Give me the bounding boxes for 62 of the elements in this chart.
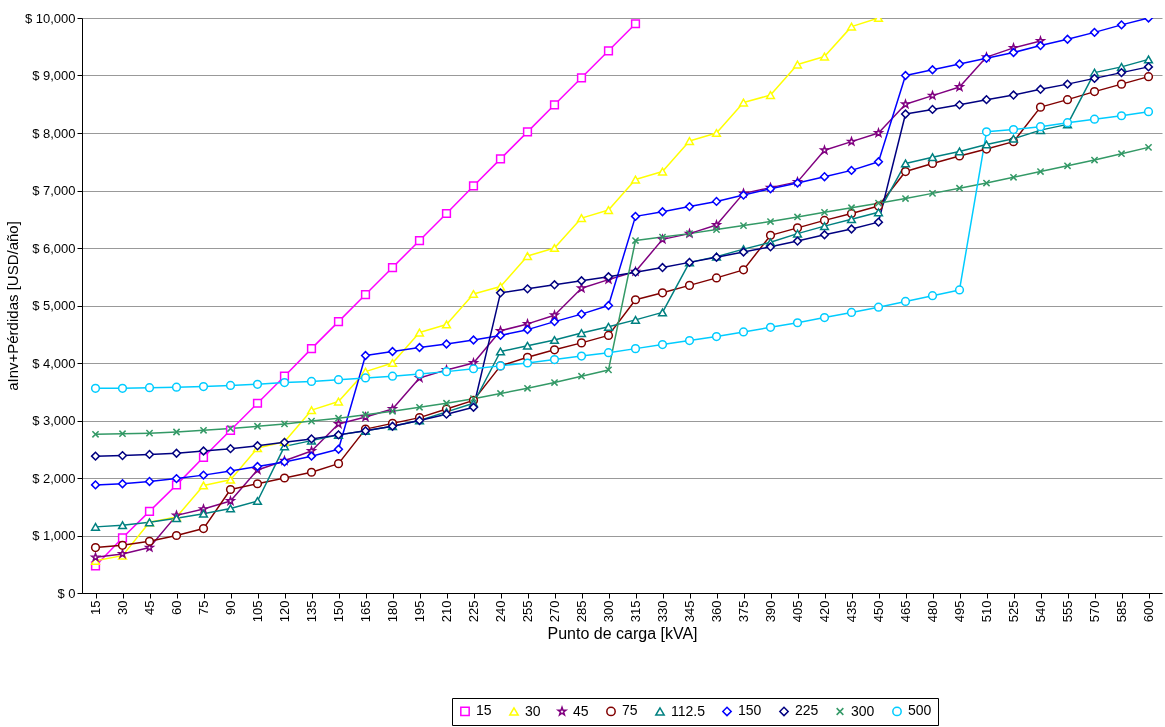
x-tick-label: 60 <box>169 600 184 615</box>
x-tick-label: 240 <box>493 600 508 623</box>
x-tick-label: 510 <box>979 600 994 623</box>
x-tick-label: 480 <box>925 600 940 623</box>
legend-label: 500 <box>908 702 932 719</box>
x-tick-label: 135 <box>304 600 319 623</box>
legend-label: 30 <box>525 702 541 719</box>
x-tick-label: 435 <box>844 600 859 623</box>
x-tick-label: 315 <box>628 600 643 623</box>
x-tick-label: 165 <box>358 600 373 623</box>
x-tick-label: 570 <box>1087 600 1102 623</box>
x-tick-label: 105 <box>250 600 265 623</box>
legend-label: 225 <box>795 702 819 719</box>
x-tick-label: 195 <box>412 600 427 623</box>
x-tick-label: 375 <box>736 600 751 623</box>
x-tick-label: 300 <box>601 600 616 623</box>
y-tick-label: $ 0 <box>57 585 76 601</box>
y-tick-label: $ 2,000 <box>32 470 76 486</box>
x-tick-label: 45 <box>142 600 157 615</box>
y-tick-label: $ 1,000 <box>32 528 76 543</box>
y-axis-title: aInv+Pérdidas [USD/año] <box>3 221 21 391</box>
y-tick-label: $ 10,000 <box>24 10 76 26</box>
x-tick-label: 210 <box>439 600 454 623</box>
x-tick-label: 180 <box>385 600 400 623</box>
x-tick-label: 465 <box>898 600 913 623</box>
x-tick-label: 390 <box>763 600 778 623</box>
x-tick-label: 330 <box>655 600 670 623</box>
x-tick-label: 360 <box>709 600 724 623</box>
x-tick-label: 405 <box>790 600 805 623</box>
y-tick-label: $ 6,000 <box>32 240 76 256</box>
x-tick-label: 150 <box>331 600 346 623</box>
x-tick-label: 90 <box>223 600 238 615</box>
x-tick-label: 255 <box>520 600 535 623</box>
x-tick-label: 225 <box>466 600 481 623</box>
y-tick-label: $ 5,000 <box>32 298 76 313</box>
y-tick-label: $ 8,000 <box>32 125 76 141</box>
x-tick-label: 495 <box>952 600 967 623</box>
x-tick-label: 75 <box>196 600 211 615</box>
x-tick-label: 15 <box>88 600 103 615</box>
x-tick-label: 345 <box>682 600 697 623</box>
legend-label: 75 <box>622 702 638 719</box>
y-tick-label: $ 7,000 <box>32 183 76 198</box>
x-tick-label: 270 <box>547 600 562 623</box>
legend-label: 15 <box>476 702 492 719</box>
legend-label: 45 <box>573 702 589 719</box>
y-tick-label: $ 4,000 <box>32 355 76 371</box>
x-tick-label: 525 <box>1006 600 1021 623</box>
x-tick-label: 540 <box>1033 600 1048 623</box>
x-tick-label: 420 <box>817 600 832 623</box>
y-tick-label: $ 3,000 <box>32 413 76 428</box>
y-tick-label: $ 9,000 <box>32 68 76 83</box>
x-tick-label: 285 <box>574 600 589 623</box>
x-tick-label: 585 <box>1114 600 1129 623</box>
x-tick-label: 120 <box>277 600 292 623</box>
x-tick-label: 30 <box>115 600 130 615</box>
x-tick-label: 600 <box>1141 600 1156 623</box>
x-tick-label: 555 <box>1060 600 1075 623</box>
x-tick-label: 450 <box>871 600 886 623</box>
legend-label: 150 <box>738 702 762 719</box>
legend-label: 300 <box>851 702 875 719</box>
legend-label: 112.5 <box>671 702 706 719</box>
x-axis-title: Punto de carga [kVA] <box>547 625 698 643</box>
